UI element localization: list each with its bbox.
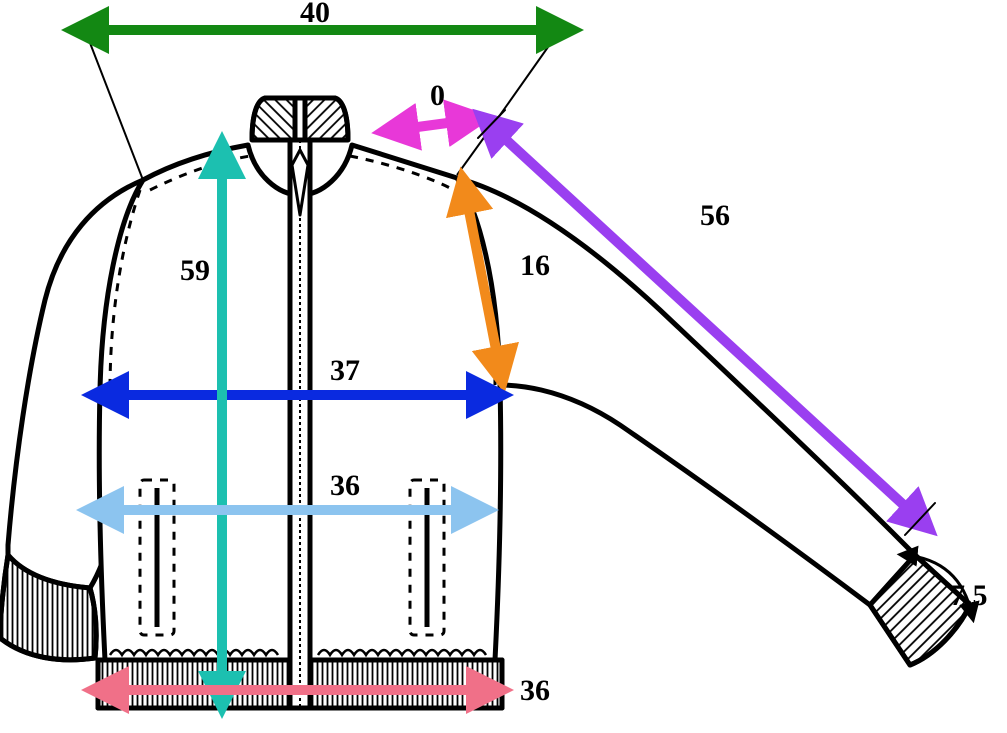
label-sleeve-length: 56 (700, 199, 730, 232)
label-hem: 36 (520, 674, 550, 707)
label-armhole: 16 (520, 249, 550, 282)
label-body-length: 59 (180, 254, 210, 287)
jacket-measurement-diagram: 40 0 56 16 37 59 36 36 7.5 (0, 0, 1007, 733)
label-chest: 37 (330, 354, 360, 387)
label-waist: 36 (330, 469, 360, 502)
guide-line-left (85, 30, 143, 180)
label-shoulder-width: 40 (300, 0, 330, 29)
guide-line-right-b (457, 125, 493, 175)
label-collar-gap: 0 (430, 79, 445, 112)
label-cuff: 7.5 (950, 579, 988, 612)
jacket-outline (0, 98, 970, 708)
arrow-collar-gap (395, 120, 470, 130)
